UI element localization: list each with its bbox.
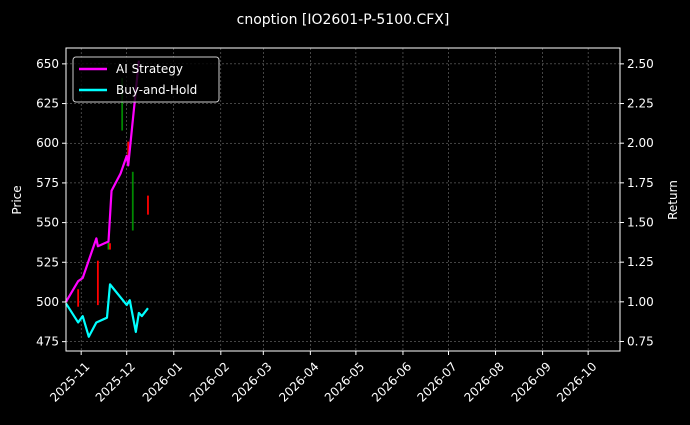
y-axis-label: Price (10, 185, 24, 214)
x-tick-label: 2026-06 (369, 359, 414, 404)
x-tick-label: 2026-01 (140, 359, 185, 404)
y2-tick-label: 2.50 (627, 57, 654, 71)
y-tick-label: 475 (36, 335, 59, 349)
x-tick-label: 2026-05 (322, 359, 367, 404)
chart-title: cnoption [IO2601-P-5100.CFX] (237, 12, 450, 28)
y-tick-label: 650 (36, 57, 59, 71)
y2-tick-label: 0.75 (627, 334, 654, 348)
y2-tick-label: 2.00 (627, 136, 654, 150)
price-bars (77, 78, 149, 307)
y2-tick-label: 1.50 (627, 216, 654, 230)
y-tick-label: 500 (36, 295, 59, 309)
y2-tick-label: 1.00 (627, 295, 654, 309)
legend-label-buy-and-hold: Buy-and-Hold (116, 83, 197, 97)
x-tick-label: 2026-08 (462, 359, 507, 404)
y-tick-label: 575 (36, 176, 59, 190)
series-line-buy-and-hold (65, 283, 149, 338)
legend-label-ai-strategy: AI Strategy (116, 62, 183, 76)
x-tick-label: 2026-03 (229, 359, 274, 404)
x-tick-label: 2025-11 (47, 359, 92, 404)
y-tick-label: 550 (36, 216, 59, 230)
y2-axis-label: Return (666, 180, 680, 220)
x-tick-label: 2026-09 (509, 359, 554, 404)
y2-tick-label: 1.75 (627, 176, 654, 190)
y-tick-label: 625 (36, 97, 59, 111)
y2-tick-label: 2.25 (627, 97, 654, 111)
x-tick-label: 2026-04 (276, 359, 321, 404)
x-tick-label: 2025-12 (93, 359, 138, 404)
series-line-ai-strategy (65, 60, 140, 303)
y2-tick-label: 1.25 (627, 255, 654, 269)
x-tick-label: 2026-07 (414, 359, 459, 404)
y-tick-label: 600 (36, 136, 59, 150)
series-lines (65, 60, 149, 338)
y-tick-label: 525 (36, 255, 59, 269)
legend: AI Strategy Buy-and-Hold (72, 56, 220, 103)
x-tick-label: 2026-02 (187, 359, 232, 404)
plot-frame (65, 47, 621, 352)
x-tick-label: 2026-10 (554, 359, 599, 404)
